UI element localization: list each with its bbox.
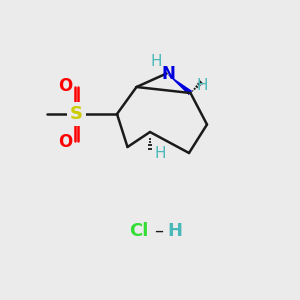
Text: S: S bbox=[70, 105, 83, 123]
Text: H: H bbox=[167, 222, 182, 240]
Text: H: H bbox=[150, 54, 162, 69]
Polygon shape bbox=[167, 74, 192, 95]
Text: O: O bbox=[58, 133, 72, 151]
Text: O: O bbox=[58, 77, 72, 95]
Text: –: – bbox=[154, 222, 163, 240]
Text: H: H bbox=[197, 78, 208, 93]
Text: Cl: Cl bbox=[129, 222, 148, 240]
Text: H: H bbox=[155, 146, 166, 160]
Text: N: N bbox=[162, 65, 176, 83]
